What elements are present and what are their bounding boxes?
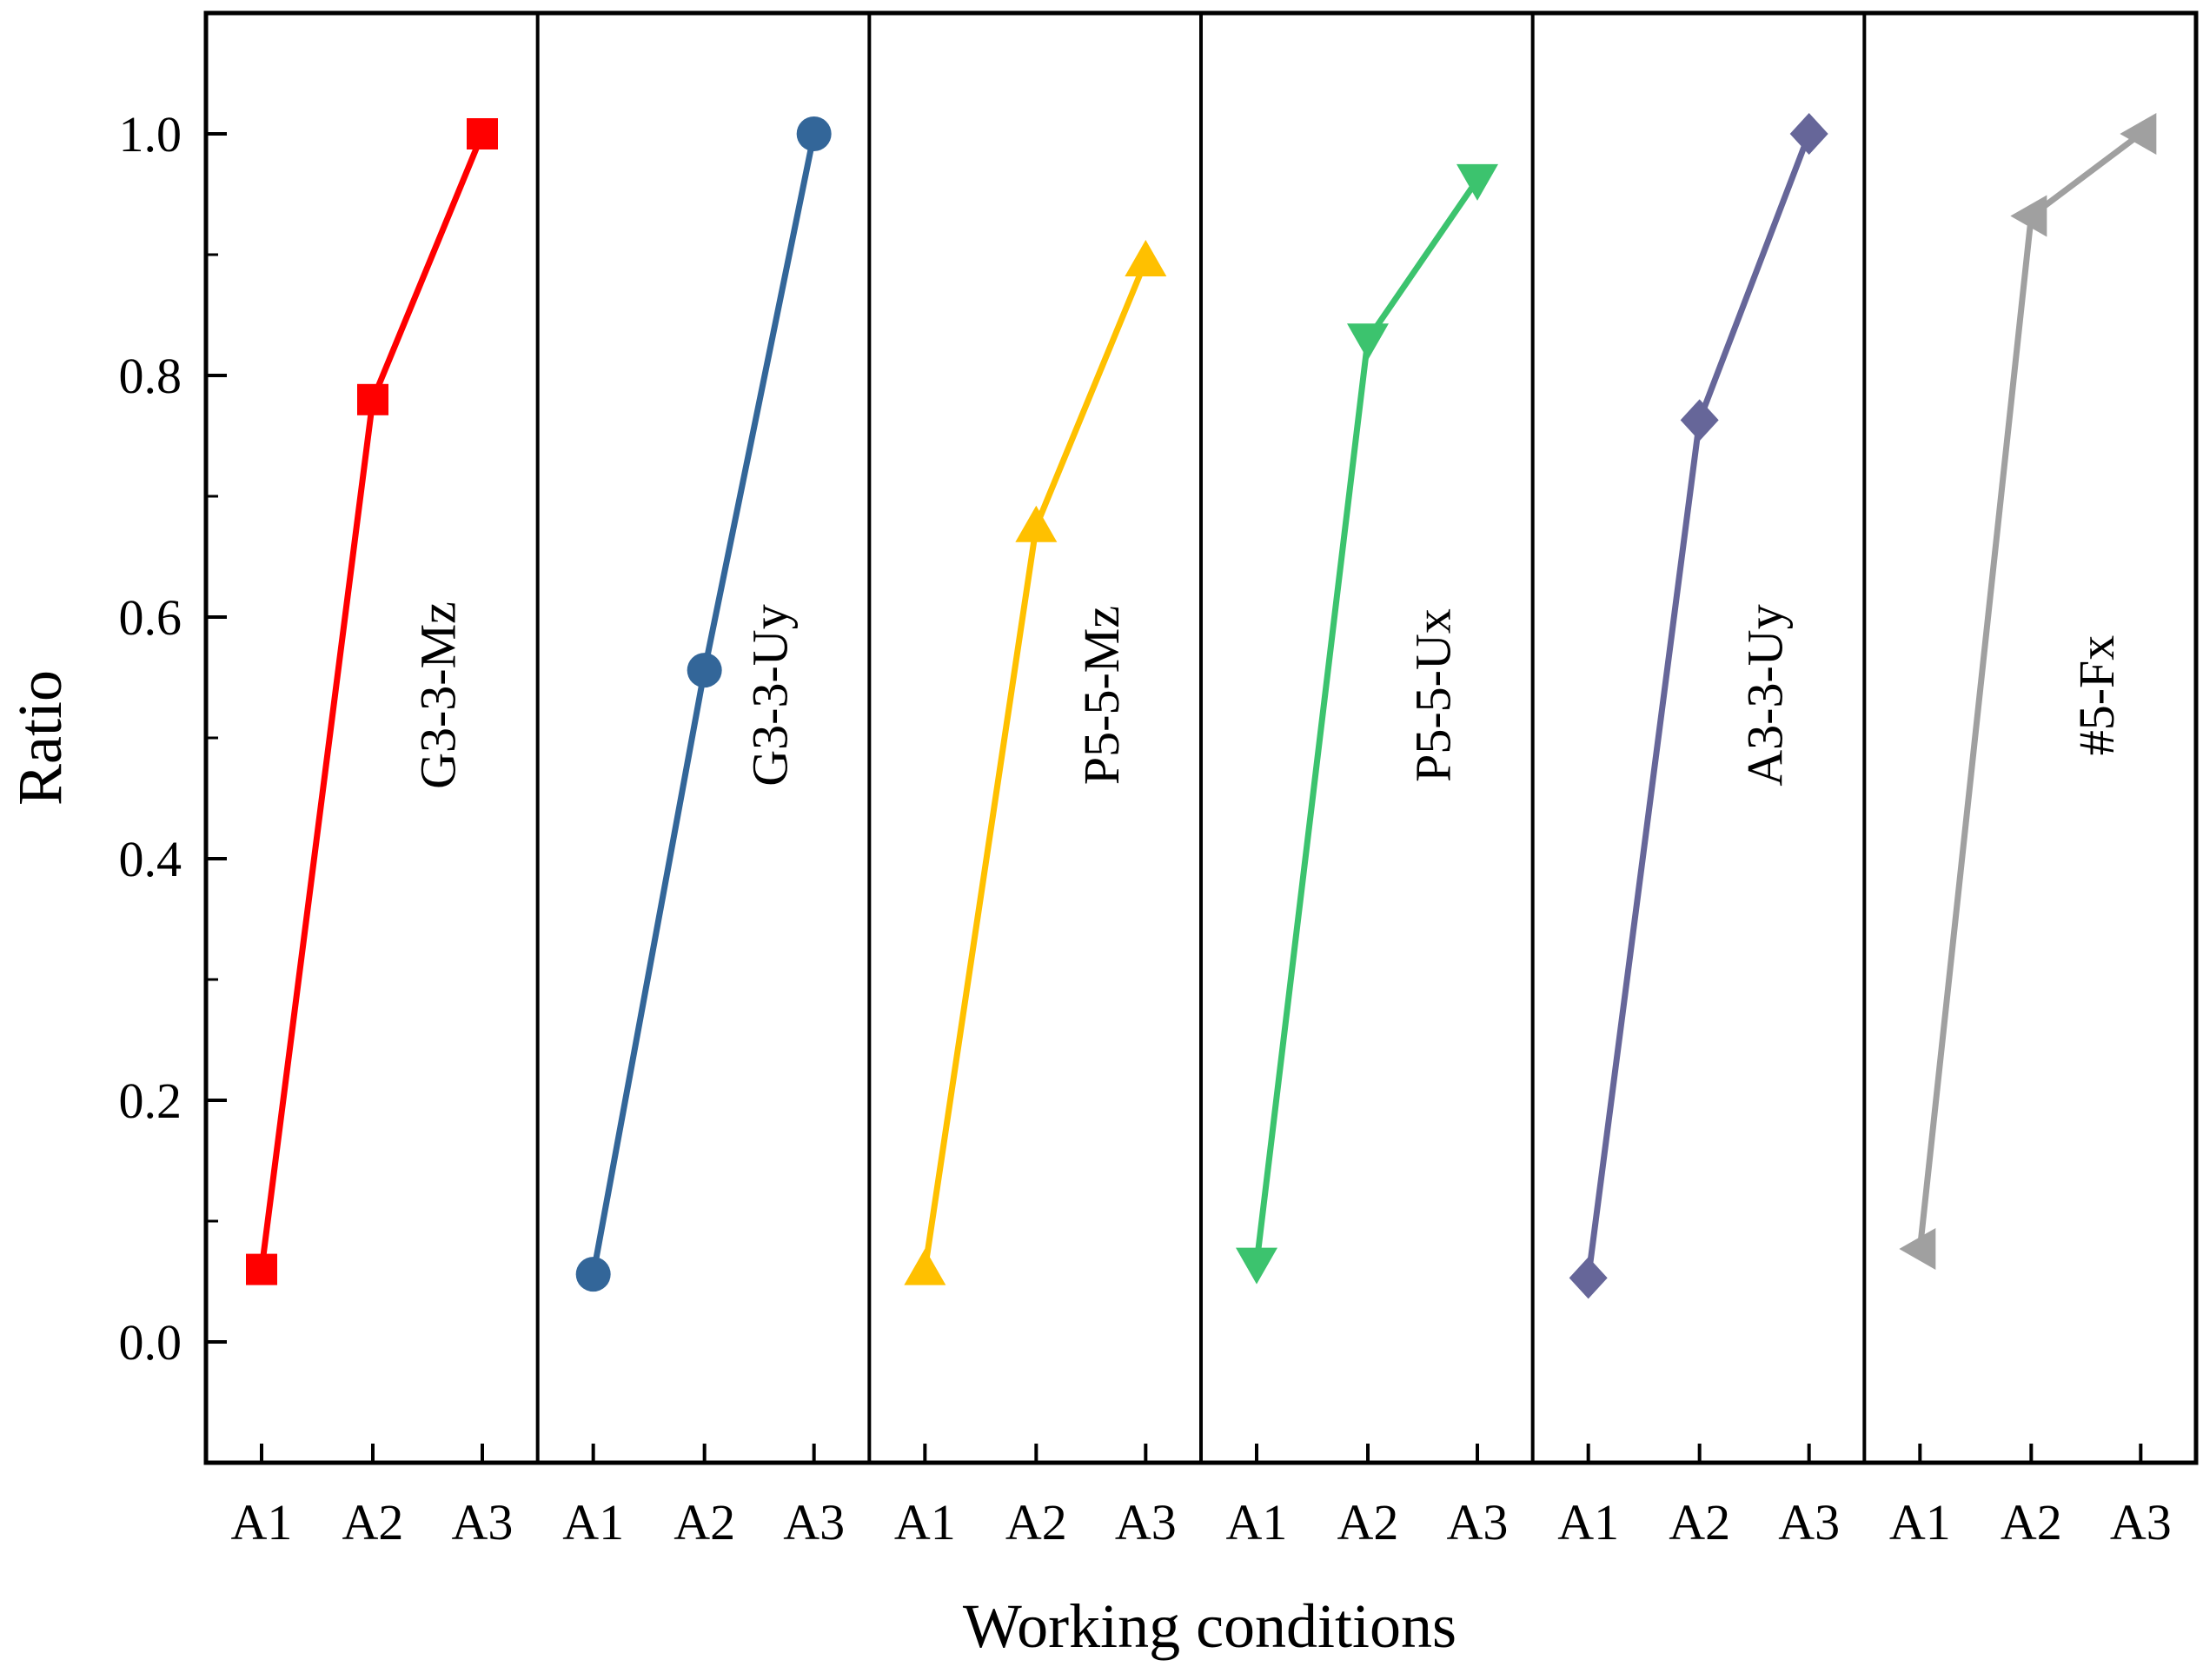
- data-point: [904, 1248, 946, 1285]
- data-point: [467, 118, 498, 149]
- series-2: [575, 116, 832, 1292]
- data-point: [2010, 195, 2047, 237]
- series-group: [246, 113, 2157, 1299]
- x-tick-label: A1: [894, 1494, 956, 1551]
- x-tick-label: A1: [1557, 1494, 1619, 1551]
- panel-label: A3-3-Uy: [1736, 604, 1793, 786]
- x-tick-label: A3: [1115, 1494, 1177, 1551]
- series-4: [1236, 163, 1498, 1285]
- data-point: [246, 1253, 277, 1285]
- x-tick-label: A2: [1669, 1494, 1730, 1551]
- y-tick-label: 0.6: [119, 589, 182, 646]
- x-axis-title: Working conditions: [963, 1591, 1457, 1661]
- y-tick-label: 0.4: [119, 831, 182, 887]
- series-6: [1899, 113, 2157, 1270]
- x-tick-label: A3: [1447, 1494, 1509, 1551]
- x-tick-label: A1: [1889, 1494, 1951, 1551]
- data-point: [1457, 163, 1498, 201]
- x-tick-label: A3: [2110, 1494, 2172, 1551]
- data-point: [1680, 399, 1719, 442]
- series-1: [246, 118, 498, 1285]
- panel-label: P5-5-Ux: [1405, 608, 1462, 782]
- panel-label: P5-5-Mz: [1073, 606, 1130, 785]
- y-tick-label: 0.2: [119, 1072, 182, 1129]
- data-point: [687, 653, 722, 688]
- x-tick-label: A3: [452, 1494, 514, 1551]
- x-tick-label: A2: [2001, 1494, 2062, 1551]
- y-axis-title: Ratio: [5, 670, 75, 806]
- labels-group: 0.0 0.2 0.4 0.6 0.8 1.0 A1 A2 A3 A1 A2 A3 A1 A2 A3 A1 A2…: [5, 106, 2172, 1661]
- panel-label: #5-Fx: [2068, 635, 2125, 756]
- panel-dividers: [535, 13, 1867, 1463]
- x-tick-label: A1: [231, 1494, 293, 1551]
- y-tick-label: 1.0: [119, 106, 182, 163]
- data-point: [2120, 113, 2157, 155]
- data-point: [796, 116, 832, 151]
- data-point: [1899, 1227, 1936, 1270]
- data-point: [1015, 505, 1058, 542]
- x-tick-label: A2: [342, 1494, 404, 1551]
- series-3: [904, 239, 1167, 1285]
- data-point: [1789, 113, 1828, 155]
- data-point: [575, 1257, 611, 1292]
- axes-group: [203, 10, 2199, 1465]
- x-tick-label: A3: [783, 1494, 845, 1551]
- data-point: [1125, 239, 1167, 276]
- data-point: [1347, 323, 1389, 361]
- y-tick-label: 0.8: [119, 348, 182, 404]
- data-point: [1236, 1247, 1277, 1285]
- x-tick-label: A2: [674, 1494, 735, 1551]
- x-tick-label: A1: [562, 1494, 624, 1551]
- panel-label: G3-3-Mz: [410, 601, 467, 789]
- x-tick-label: A3: [1778, 1494, 1840, 1551]
- x-tick-label: A2: [1005, 1494, 1067, 1551]
- data-point: [1569, 1257, 1608, 1299]
- series-5: [1569, 113, 1828, 1299]
- x-tick-label: A1: [1226, 1494, 1288, 1551]
- x-tick-label: A2: [1337, 1494, 1399, 1551]
- y-tick-label: 0.0: [119, 1314, 182, 1371]
- panel-label: G3-3-Uy: [741, 604, 798, 786]
- data-point: [357, 383, 388, 415]
